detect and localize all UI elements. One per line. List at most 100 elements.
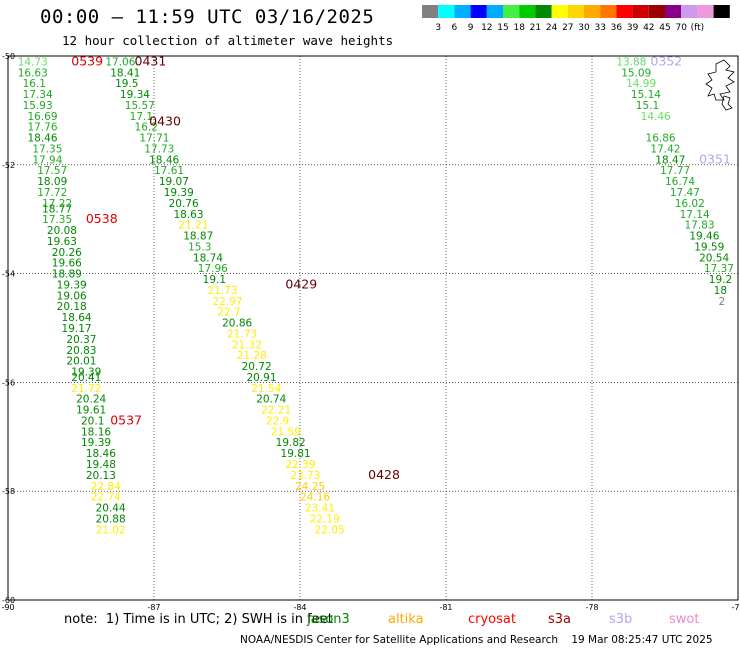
wave-height-value: 21.02 (96, 524, 126, 536)
wave-height-value: 19.1 (203, 274, 226, 286)
wave-height-value: 19.82 (276, 437, 306, 449)
wave-height-value: 20.08 (47, 225, 77, 237)
coastline-icon (705, 59, 735, 111)
wave-height-value: 23.41 (305, 503, 335, 515)
wave-height-value: 21.28 (237, 350, 267, 362)
wave-height-value: 19.34 (120, 89, 150, 101)
wave-height-value: 16.86 (646, 133, 676, 145)
wave-height-value: 21.73 (208, 285, 238, 297)
pass-time-label: 0539 (71, 53, 103, 68)
wave-height-value: 18.63 (173, 209, 203, 221)
pass-time-label: 0429 (285, 276, 317, 291)
pass-time-label: 0538 (86, 211, 118, 226)
wave-height-value: 17.34 (23, 89, 53, 101)
pass-time-label: 0537 (110, 412, 142, 427)
wave-height-value: 2 (719, 296, 726, 308)
legend-swatch (438, 5, 455, 18)
legend-swatch (713, 5, 730, 18)
wave-height-value: 17.73 (144, 143, 174, 155)
legend-swatch (681, 5, 698, 18)
legend-swatch (454, 5, 471, 18)
wave-height-value: 20.18 (57, 301, 87, 313)
wave-height-value: 21.21 (178, 220, 208, 232)
legend-label: 15 (497, 23, 508, 33)
legend-label: (ft) (691, 23, 705, 33)
wave-height-value: 22.7 (217, 307, 240, 319)
satellite-legend-swot: swot (669, 612, 700, 627)
wave-height-value: 17.42 (650, 143, 680, 155)
pass-time-label: 0430 (149, 113, 181, 128)
wave-height-value: 19.39 (164, 187, 194, 199)
satellite-legend-jason3: jason3 (307, 612, 350, 627)
wave-height-value: 19.2 (709, 274, 732, 286)
satellite-legend-s3b: s3b (609, 612, 633, 627)
wave-height-value: 13.88 (616, 56, 646, 68)
plot-frame (7, 55, 739, 601)
wave-height-value: 19.63 (47, 236, 77, 248)
legend-label: 18 (513, 23, 525, 33)
chart-subtitle: 12 hour collection of altimeter wave hei… (62, 33, 394, 48)
y-tick-label: -54 (2, 270, 15, 279)
wave-height-value: 20.41 (71, 372, 101, 384)
legend-label: 3 (435, 23, 441, 33)
wave-height-value: 24.25 (295, 481, 325, 493)
wave-height-value: 17.83 (684, 220, 714, 232)
legend-swatch (422, 5, 439, 18)
legend-swatch (567, 5, 584, 18)
wave-height-value: 21.32 (232, 339, 262, 351)
wave-height-value: 19.39 (71, 367, 101, 379)
wave-height-value: 20.24 (76, 394, 106, 406)
wave-height-value: 20.37 (66, 334, 96, 346)
credit-text: NOAA/NESDIS Center for Satellite Applica… (240, 634, 558, 646)
y-tick-label: -58 (2, 487, 15, 496)
page-title: 00:00 – 11:59 UTC 03/16/2025 (40, 6, 375, 28)
legend-label: 12 (481, 23, 492, 33)
legend-swatch (584, 5, 601, 18)
wave-height-value: 18.74 (193, 252, 223, 264)
wave-height-value: 17.1 (130, 111, 153, 123)
x-tick-label: -78 (585, 603, 598, 612)
wave-height-value: 16.02 (675, 198, 705, 210)
wave-height-value: 18.89 (52, 269, 82, 281)
wave-height-value: 21.72 (71, 383, 101, 395)
wave-height-value: 19.46 (689, 231, 719, 243)
wave-height-value: 15.57 (125, 100, 155, 112)
wave-height-value: 19.81 (281, 448, 311, 460)
wave-height-value: 22.97 (212, 296, 242, 308)
legend-swatch (470, 5, 487, 18)
wave-height-value: 20.88 (96, 513, 126, 525)
wave-height-value: 18.77 (42, 203, 72, 215)
y-tick-label: -56 (2, 378, 15, 387)
wave-height-value: 16.74 (665, 176, 695, 188)
wave-height-value: 20.91 (246, 372, 276, 384)
wave-height-value: 18.46 (149, 154, 179, 166)
wave-height-value: 19.39 (57, 279, 87, 291)
wave-height-value: 18.41 (110, 67, 140, 79)
wave-height-value: 15.3 (188, 241, 211, 253)
legend-label: 36 (611, 23, 623, 33)
legend-label: 21 (530, 23, 541, 33)
pass-time-label: 0351 (699, 151, 731, 166)
legend-swatch (535, 5, 552, 18)
legend-swatch (503, 5, 520, 18)
legend-swatch (632, 5, 649, 18)
wave-height-value: 16.63 (18, 67, 48, 79)
wave-height-value: 20.13 (86, 470, 116, 482)
x-tick-label: -84 (293, 603, 306, 612)
wave-height-value: 20.44 (96, 503, 126, 515)
wave-height-value: 17.47 (670, 187, 700, 199)
wave-height-value: 19.61 (76, 405, 106, 417)
legend-label: 30 (578, 23, 590, 33)
legend-label: 70 (675, 23, 687, 33)
wave-height-value: 19.48 (86, 459, 116, 471)
wave-height-value: 15.14 (631, 89, 661, 101)
wave-height-value: 20.72 (242, 361, 272, 373)
wave-height-value: 15.1 (636, 100, 659, 112)
wave-height-value: 17.96 (198, 263, 228, 275)
wave-height-value: 15.09 (621, 67, 651, 79)
wave-height-value: 17.22 (42, 198, 72, 210)
wave-height-value: 20.54 (699, 252, 729, 264)
x-tick-label: -90 (1, 603, 14, 612)
satellite-legend-cryosat: cryosat (468, 612, 516, 627)
wave-height-value: 22.21 (261, 405, 291, 417)
